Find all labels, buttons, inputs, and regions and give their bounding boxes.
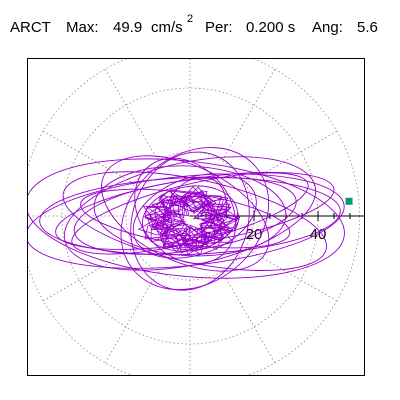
grid-spoke-240 <box>104 271 159 364</box>
orbit-ellipse-11 <box>130 151 250 291</box>
axis-tick-label-20: 20 <box>246 226 263 243</box>
orbit-trace <box>28 147 345 291</box>
grid-ring-53 <box>28 59 360 375</box>
polar-grid <box>28 59 360 375</box>
max-value: 49.9 <box>113 19 143 36</box>
station-code: ARCT <box>10 19 51 36</box>
orbit-ellipse-8 <box>93 165 287 257</box>
plot-frame: 20 40 <box>27 58 365 376</box>
period-label: Per: <box>205 19 233 36</box>
grid-spoke-150 <box>42 130 135 185</box>
grid-spoke-300 <box>221 271 276 364</box>
orbit-ellipse-12 <box>132 173 257 259</box>
grid-spoke-330 <box>245 247 338 302</box>
grid-spoke-120 <box>104 68 159 161</box>
grid-spoke-210 <box>42 247 135 302</box>
orbit-ellipse-10 <box>101 155 270 272</box>
max-point-marker <box>345 197 353 205</box>
orbit-core-trace <box>137 186 241 255</box>
orbit-ellipse-20 <box>63 156 317 271</box>
period-value: 0.200 s <box>246 19 296 36</box>
plot-header: ARCT Max: 49.9 cm/s 2 Per: 0.200 s Ang: … <box>0 0 400 52</box>
orbit-plot: 20 40 <box>28 59 364 375</box>
max-point-layer <box>345 197 353 205</box>
angle-value: 5.6 <box>357 19 378 36</box>
max-label: Max: <box>66 19 99 36</box>
grid-spoke-60 <box>221 68 276 161</box>
orbit-ellipse-1 <box>28 173 345 269</box>
max-unit-exponent: 2 <box>187 13 194 25</box>
angle-label: Ang: <box>312 19 343 36</box>
max-unit: cm/s <box>151 19 183 36</box>
orbit-ellipse-13 <box>134 157 237 265</box>
grid-spoke-30 <box>245 130 338 185</box>
